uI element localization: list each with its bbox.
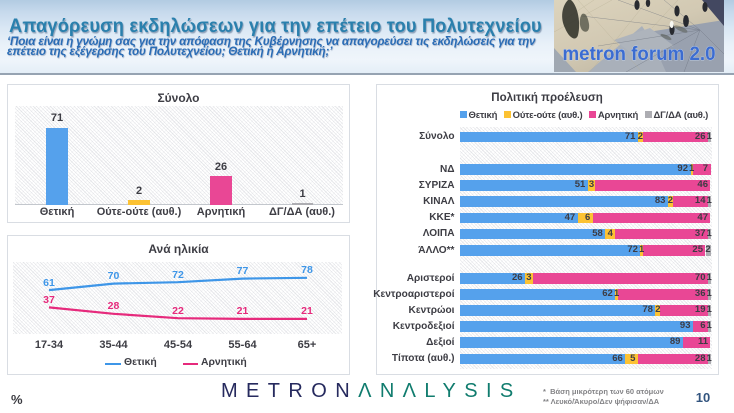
svg-text:metron forum 2.0: metron forum 2.0 bbox=[563, 43, 716, 65]
